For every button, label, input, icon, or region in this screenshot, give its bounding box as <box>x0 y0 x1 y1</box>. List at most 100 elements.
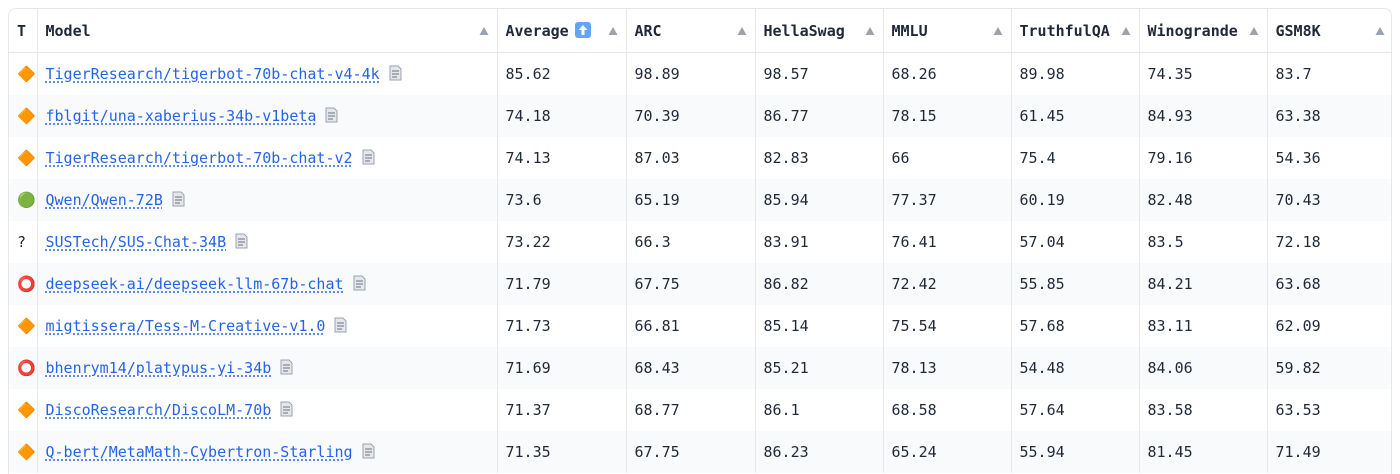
score-cell: 70.39 <box>625 95 755 137</box>
score: 87.03 <box>634 149 680 167</box>
score: 85.21 <box>763 359 809 377</box>
score-cell: 75.54 <box>882 305 1011 347</box>
model-link[interactable]: bhenrym14/platypus-yi-34b <box>45 359 272 377</box>
header-label: T <box>17 21 27 40</box>
score: 77.37 <box>891 191 937 209</box>
score-cell: 66.3 <box>625 221 755 263</box>
model-link[interactable]: TigerResearch/tigerbot-70b-chat-v4-4k <box>45 65 380 83</box>
model-link[interactable]: fblgit/una-xaberius-34b-v1beta <box>45 107 317 125</box>
copy-icon[interactable] <box>352 275 367 291</box>
score: 66.81 <box>634 317 680 335</box>
sort-icon <box>1249 27 1258 35</box>
column-header[interactable]: HellaSwag <box>754 9 883 53</box>
model-cell: SUSTech/SUS-Chat-34B <box>36 221 497 263</box>
copy-icon[interactable] <box>361 443 376 459</box>
model-cell: bhenrym14/platypus-yi-34b <box>36 347 497 389</box>
score: 98.57 <box>763 65 809 83</box>
model-link[interactable]: migtissera/Tess-M-Creative-v1.0 <box>45 317 326 335</box>
type-cell: ? <box>9 221 37 263</box>
model-cell: DiscoResearch/DiscoLM-70b <box>36 389 497 431</box>
copy-icon[interactable] <box>279 401 294 417</box>
model-link[interactable]: SUSTech/SUS-Chat-34B <box>45 233 227 251</box>
score-cell: 54.48 <box>1010 347 1139 389</box>
score: 66.3 <box>634 233 671 251</box>
score: 85.62 <box>505 65 551 83</box>
column-header[interactable]: TruthfulQA <box>1010 9 1139 53</box>
sort-icon <box>865 27 874 35</box>
header-label: Average <box>505 21 569 40</box>
score-cell: 84.06 <box>1138 347 1267 389</box>
leaderboard-table: T Model Average ARC HellaSwag MMLU TruthfulQA W… <box>9 9 1391 473</box>
model-link[interactable]: TigerResearch/tigerbot-70b-chat-v2 <box>45 149 353 167</box>
score-cell: 86.77 <box>754 95 883 137</box>
copy-icon[interactable] <box>279 359 294 375</box>
type-symbol: 🔶 <box>17 149 36 167</box>
model-link[interactable]: Qwen/Qwen-72B <box>45 191 163 209</box>
score-cell: 98.57 <box>754 52 883 95</box>
score-cell: 73.6 <box>496 179 626 221</box>
score-cell: 72.18 <box>1266 221 1391 263</box>
score: 68.77 <box>634 401 680 419</box>
header-label: Winogrande <box>1147 21 1238 40</box>
score: 72.42 <box>891 275 937 293</box>
score-cell: 83.5 <box>1138 221 1267 263</box>
model-link[interactable]: deepseek-ai/deepseek-llm-67b-chat <box>45 275 344 293</box>
score: 85.94 <box>763 191 809 209</box>
copy-icon[interactable] <box>234 233 249 249</box>
copy-icon[interactable] <box>361 149 376 165</box>
sort-icon <box>1121 27 1130 35</box>
score: 54.36 <box>1275 149 1321 167</box>
type-cell: 🔶 <box>9 53 37 96</box>
header-label: Model <box>45 21 91 40</box>
score-cell: 89.98 <box>1010 52 1139 95</box>
column-header[interactable]: MMLU <box>882 9 1011 53</box>
model-cell: migtissera/Tess-M-Creative-v1.0 <box>36 305 497 347</box>
score-cell: 82.48 <box>1138 179 1267 221</box>
score: 73.22 <box>505 233 551 251</box>
table-header: T Model Average ARC HellaSwag MMLU TruthfulQA W… <box>9 9 1391 53</box>
type-cell: 🔶 <box>9 95 37 137</box>
score: 86.77 <box>763 107 809 125</box>
score: 89.98 <box>1019 65 1065 83</box>
score-cell: 87.03 <box>625 137 755 179</box>
column-header[interactable]: Model <box>36 9 497 53</box>
score: 71.49 <box>1275 443 1321 461</box>
score-cell: 74.13 <box>496 137 626 179</box>
score-cell: 71.35 <box>496 431 626 473</box>
model-link[interactable]: Q-bert/MetaMath-Cybertron-Starling <box>45 443 353 461</box>
score-cell: 67.75 <box>625 263 755 305</box>
column-header[interactable]: Winogrande <box>1138 9 1267 53</box>
score-cell: 66.81 <box>625 305 755 347</box>
score-cell: 62.09 <box>1266 305 1391 347</box>
copy-icon[interactable] <box>388 65 403 81</box>
score: 74.18 <box>505 107 551 125</box>
score: 71.69 <box>505 359 551 377</box>
score-cell: 68.26 <box>882 52 1011 95</box>
copy-icon[interactable] <box>324 107 339 123</box>
copy-icon[interactable] <box>333 317 348 333</box>
score-cell: 85.62 <box>496 52 626 95</box>
type-symbol: 🔶 <box>17 107 36 125</box>
sort-active-icon <box>574 21 591 38</box>
score-cell: 76.41 <box>882 221 1011 263</box>
score: 57.68 <box>1019 317 1065 335</box>
column-header[interactable]: Average <box>496 9 626 53</box>
model-link[interactable]: DiscoResearch/DiscoLM-70b <box>45 401 272 419</box>
score-cell: 68.77 <box>625 389 755 431</box>
type-cell: 🟢 <box>9 179 37 221</box>
column-header[interactable]: GSM8K <box>1266 9 1391 53</box>
sort-icon <box>737 27 746 35</box>
copy-icon[interactable] <box>171 191 186 207</box>
table-row: ? SUSTech/SUS-Chat-34B 73.22 66.3 83.91 76.41… <box>9 221 1391 263</box>
score: 79.16 <box>1147 149 1193 167</box>
column-header[interactable]: ARC <box>625 9 755 53</box>
model-cell: TigerResearch/tigerbot-70b-chat-v2 <box>36 137 497 179</box>
score-cell: 72.42 <box>882 263 1011 305</box>
score-cell: 71.69 <box>496 347 626 389</box>
score: 63.68 <box>1275 275 1321 293</box>
score-cell: 85.94 <box>754 179 883 221</box>
score-cell: 83.11 <box>1138 305 1267 347</box>
score-cell: 85.21 <box>754 347 883 389</box>
